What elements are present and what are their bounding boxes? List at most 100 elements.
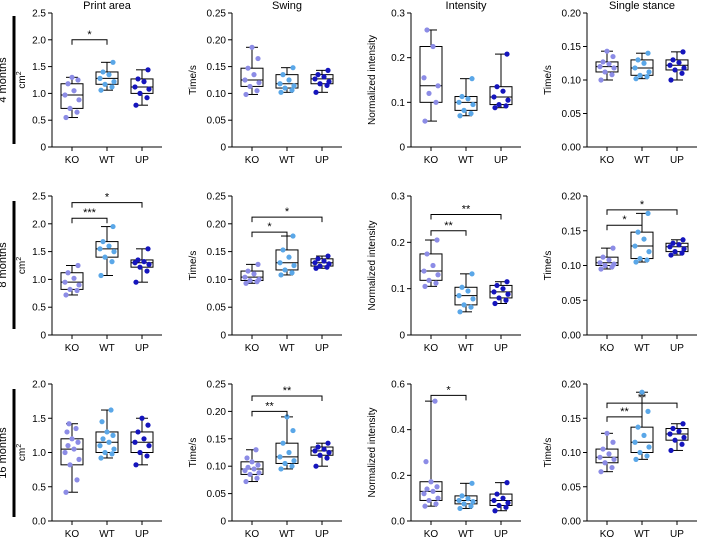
data-point-wt xyxy=(291,458,297,464)
chart-panel: Intensity 0 0.1 0.2 0.3 Normalized intensity K… xyxy=(367,0,521,166)
data-point-wt xyxy=(644,257,650,263)
data-point-wt xyxy=(632,243,638,249)
data-point-wt xyxy=(290,65,296,71)
x-tick-label-ko: KO xyxy=(65,155,80,166)
data-point-wt xyxy=(646,69,652,75)
data-point-up xyxy=(146,443,152,449)
data-point-up xyxy=(681,246,687,252)
data-point-wt xyxy=(98,455,104,461)
data-point-ko xyxy=(610,53,616,60)
data-point-wt xyxy=(97,75,103,81)
data-point-wt xyxy=(291,262,297,269)
data-point-wt xyxy=(110,223,116,230)
y-tick-label: 0.15 xyxy=(207,247,227,258)
data-point-wt xyxy=(278,466,284,472)
data-point-wt xyxy=(633,76,639,82)
x-tick-label-wt: WT xyxy=(99,155,115,166)
significance-label: *** xyxy=(83,207,97,219)
data-point-up xyxy=(141,436,147,442)
data-point-wt xyxy=(456,293,462,299)
x-tick-label-wt: WT xyxy=(634,155,650,166)
significance-label: ** xyxy=(265,400,274,412)
data-point-ko xyxy=(255,55,261,62)
data-point-wt xyxy=(111,79,117,85)
data-point-up xyxy=(676,242,682,248)
data-point-wt xyxy=(282,460,288,467)
y-tick-label: 2.0 xyxy=(32,219,46,230)
chart-panel: 0.0 0.5 1.0 1.5 2.0 cm2 KO WT UP xyxy=(16,380,162,540)
data-point-up xyxy=(503,103,509,109)
row-label-4-months: 4 months xyxy=(0,57,9,103)
data-point-wt xyxy=(456,497,462,504)
data-point-ko xyxy=(63,292,69,298)
y-tick-label: 0.05 xyxy=(207,489,227,500)
data-point-ko xyxy=(244,455,250,461)
y-tick-label: 0.3 xyxy=(391,9,405,20)
data-point-wt xyxy=(468,503,474,509)
data-point-wt xyxy=(465,288,471,294)
y-tick-label: 1.0 xyxy=(32,275,46,286)
chart-panel: 0.00 0.05 0.10 0.15 0.20 Time/s KO WT UP ** ** xyxy=(543,380,697,540)
data-point-up xyxy=(492,105,498,111)
data-point-up xyxy=(324,455,330,461)
data-point-up xyxy=(496,502,502,509)
y-tick-label: 0 xyxy=(399,331,405,342)
x-tick-label-up: UP xyxy=(494,155,508,166)
x-tick-label-wt: WT xyxy=(634,343,650,354)
data-point-ko xyxy=(602,262,608,269)
data-point-wt xyxy=(646,444,652,450)
data-point-ko xyxy=(600,446,606,452)
y-axis-label: cm2 xyxy=(16,444,28,461)
data-point-wt xyxy=(110,432,116,438)
x-tick-label-wt: WT xyxy=(458,343,474,354)
data-point-wt xyxy=(284,414,290,420)
data-point-wt xyxy=(635,424,641,430)
data-point-wt xyxy=(278,89,284,95)
y-axis-label-superscript: 2 xyxy=(16,71,23,75)
significance-bracket xyxy=(430,214,502,220)
data-point-ko xyxy=(432,398,438,404)
y-tick-label: 0.20 xyxy=(562,192,582,203)
y-tick-label: 0.00 xyxy=(562,517,582,528)
data-point-wt xyxy=(637,72,643,78)
data-point-up xyxy=(505,97,511,103)
data-point-up xyxy=(676,428,682,434)
data-point-wt xyxy=(644,74,650,80)
data-point-ko xyxy=(65,81,71,87)
data-point-wt xyxy=(461,302,467,308)
data-point-up xyxy=(317,81,323,87)
data-point-up xyxy=(503,504,509,510)
chart-panel: Single stance 0.00 0.05 0.10 0.15 0.20 Time/s K… xyxy=(543,0,697,166)
significance-bracket xyxy=(251,395,323,402)
data-point-ko xyxy=(606,257,612,263)
data-point-ko xyxy=(598,469,604,475)
data-point-wt xyxy=(289,87,295,93)
data-point-ko xyxy=(75,262,81,269)
y-axis-label: Time/s xyxy=(188,251,199,281)
x-tick-label-ko: KO xyxy=(65,529,80,540)
data-point-ko xyxy=(422,118,428,124)
data-point-wt xyxy=(109,259,115,265)
y-tick-label: 0.5 xyxy=(32,482,46,493)
y-tick-label: 0 xyxy=(399,143,405,154)
significance-bracket xyxy=(71,217,108,224)
data-point-ko xyxy=(62,279,68,285)
significance-bracket xyxy=(606,402,678,409)
chart-panel: 0 0.05 0.10 0.15 0.20 0.25 Time/s KO WT UP ** ** xyxy=(188,380,342,540)
data-point-ko xyxy=(67,462,73,468)
data-point-ko xyxy=(434,484,440,490)
data-point-wt xyxy=(639,389,645,395)
data-point-up xyxy=(145,422,151,428)
data-point-ko xyxy=(63,489,69,495)
data-point-ko xyxy=(247,277,253,284)
data-point-wt xyxy=(459,93,465,100)
data-point-ko xyxy=(428,479,434,485)
data-point-wt xyxy=(641,60,647,66)
data-point-ko xyxy=(598,266,604,272)
x-tick-label-up: UP xyxy=(315,529,329,540)
data-point-wt xyxy=(286,449,292,456)
y-axis-label-text: Time/s xyxy=(188,438,199,468)
data-point-up xyxy=(313,463,319,469)
data-point-ko xyxy=(255,261,261,267)
